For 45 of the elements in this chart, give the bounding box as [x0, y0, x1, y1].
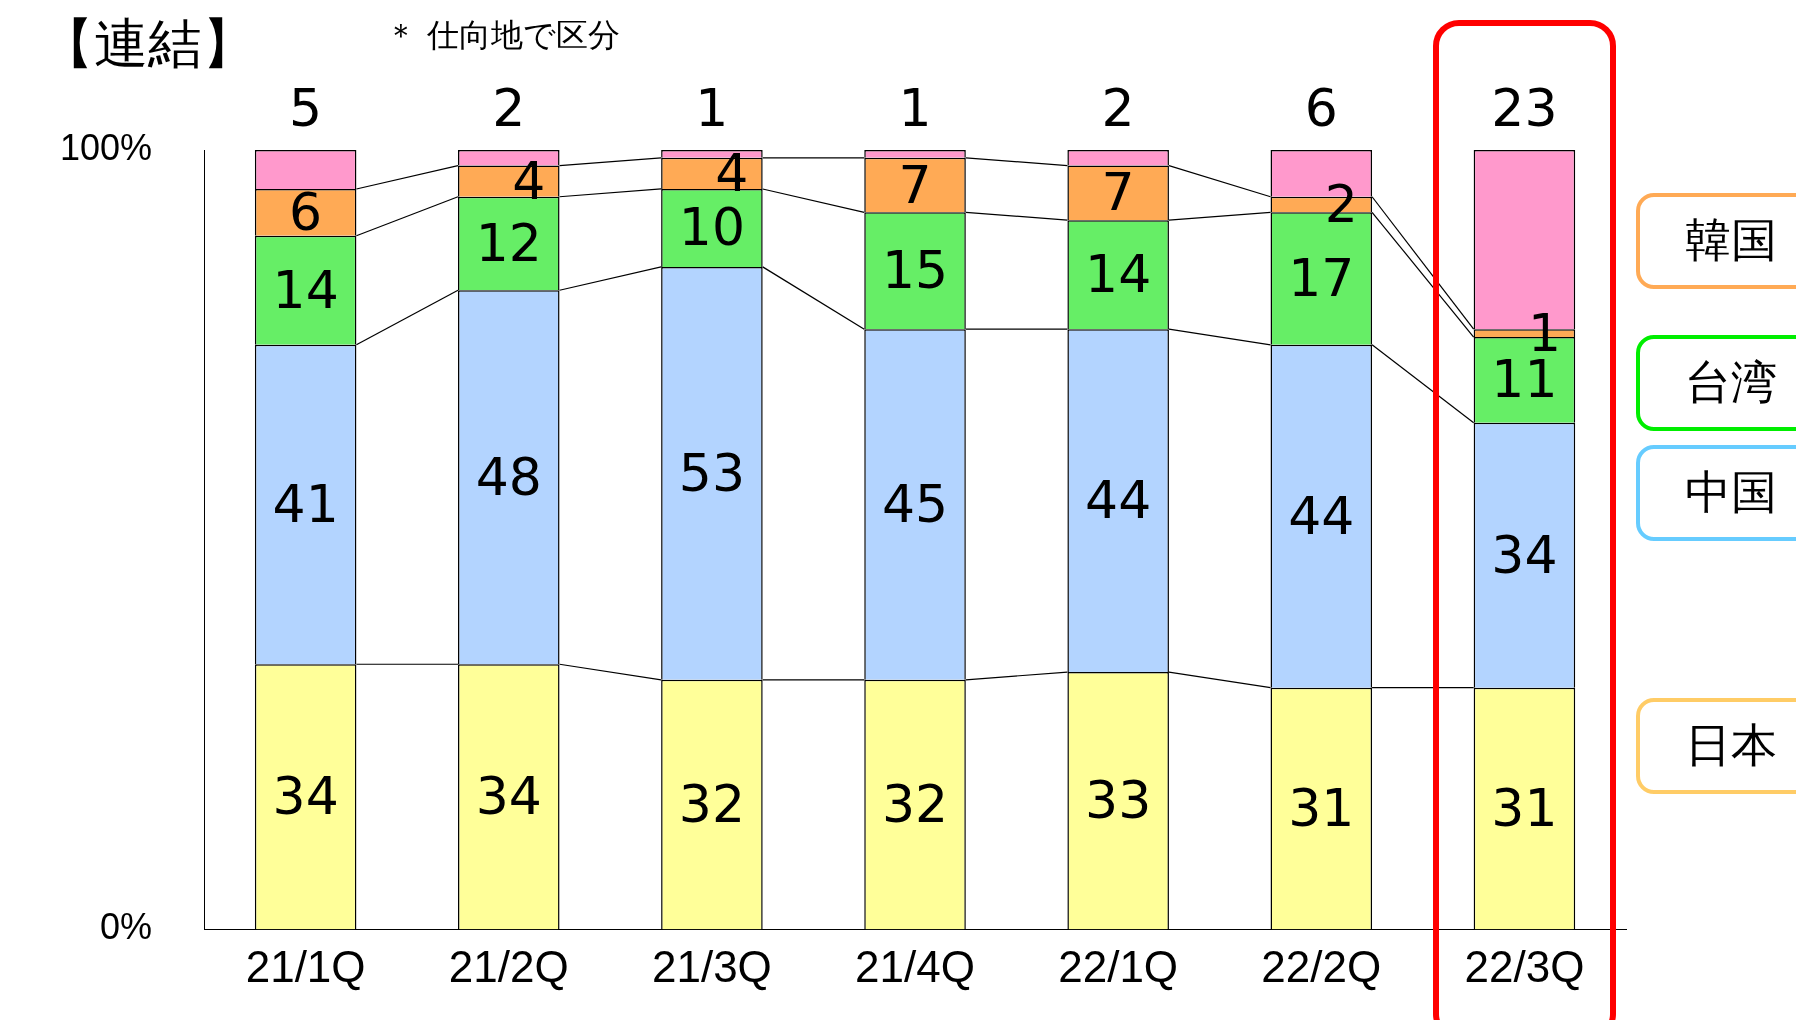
data-label: 48	[475, 446, 542, 507]
data-label: 32	[881, 774, 949, 835]
data-label: 6	[1304, 77, 1338, 138]
x-tick-label: 21/3Q	[651, 941, 772, 991]
data-label: 31	[1491, 777, 1558, 838]
x-tick-label: 22/3Q	[1464, 941, 1585, 991]
chart-title: 【連結】	[40, 11, 256, 77]
x-tick-label: 21/2Q	[448, 941, 569, 991]
data-label: 53	[678, 442, 745, 503]
data-label: 44	[1085, 470, 1152, 531]
chart-subtitle: ＊ 仕向地で区分	[385, 15, 621, 56]
data-label: 32	[678, 774, 745, 835]
data-label: 41	[272, 474, 339, 535]
data-label: 2	[492, 77, 526, 138]
data-label: 34	[272, 766, 339, 827]
data-label: 31	[1288, 777, 1355, 838]
data-label: 34	[1491, 524, 1558, 585]
data-label: 6	[289, 181, 323, 242]
data-label: 14	[272, 259, 339, 320]
text: 台湾	[1636, 334, 1796, 431]
data-label: 34	[475, 766, 542, 827]
y-tick-label: 0%	[100, 906, 153, 948]
data-label: 33	[1085, 770, 1152, 831]
data-label: 1	[695, 77, 729, 138]
x-tick-label: 21/4Q	[855, 941, 975, 991]
text: 韓国	[1636, 193, 1796, 290]
data-label: 12	[475, 213, 542, 274]
data-label: 17	[1288, 248, 1355, 309]
data-label: 14	[1085, 244, 1152, 305]
x-tick-label: 22/1Q	[1058, 941, 1179, 991]
y-tick-label: 100%	[60, 126, 153, 168]
text: 中国	[1636, 445, 1796, 542]
x-tick-label: 21/1Q	[245, 941, 366, 991]
text: 日本	[1636, 698, 1796, 795]
data-label: 5	[289, 77, 323, 138]
data-label: 44	[1288, 485, 1355, 546]
data-label: 7	[898, 154, 932, 215]
data-label: 4	[512, 150, 546, 211]
data-label: 7	[1101, 162, 1135, 223]
data-label: 45	[881, 474, 949, 535]
data-label: 23	[1491, 77, 1558, 138]
data-label: 1	[898, 77, 932, 138]
data-label: 2	[1101, 77, 1135, 138]
data-label: 15	[881, 240, 949, 301]
x-tick-label: 22/2Q	[1261, 941, 1382, 991]
